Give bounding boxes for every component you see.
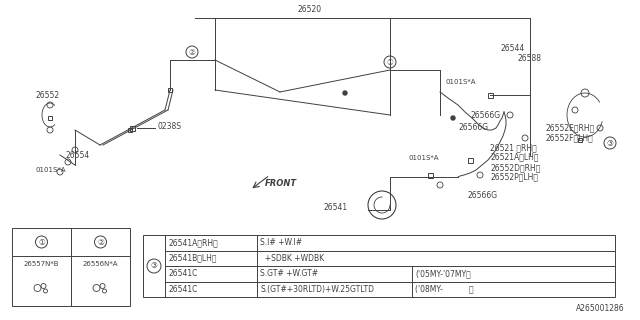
Text: 26541C: 26541C xyxy=(168,285,197,294)
Bar xyxy=(428,172,433,178)
Text: 26552E〈RH〉: 26552E〈RH〉 xyxy=(545,124,595,132)
Text: 26554: 26554 xyxy=(65,150,89,159)
Text: 26544: 26544 xyxy=(500,44,524,52)
Text: ③: ③ xyxy=(607,139,613,148)
Bar xyxy=(129,125,134,131)
Text: 0101S*A: 0101S*A xyxy=(408,155,438,161)
Text: 26541A〈RH〉: 26541A〈RH〉 xyxy=(168,238,218,247)
Bar xyxy=(12,228,130,306)
Text: ('05MY-'07MY〉: ('05MY-'07MY〉 xyxy=(415,269,471,278)
Text: 26552: 26552 xyxy=(35,91,59,100)
Bar xyxy=(48,116,52,120)
Text: 26552F〈LH〉: 26552F〈LH〉 xyxy=(545,133,593,142)
Text: ②: ② xyxy=(97,237,104,246)
Circle shape xyxy=(451,116,455,120)
Bar xyxy=(143,235,615,297)
Text: ('08MY-           〉: ('08MY- 〉 xyxy=(415,285,474,294)
Bar xyxy=(168,88,172,92)
Text: S.(GT#+30RLTD)+W.25GTLTD: S.(GT#+30RLTD)+W.25GTLTD xyxy=(260,285,374,294)
Text: 26541C: 26541C xyxy=(168,269,197,278)
Bar xyxy=(467,157,472,163)
Text: ③: ③ xyxy=(150,261,157,270)
Text: 26520: 26520 xyxy=(298,5,322,14)
Bar xyxy=(578,138,582,142)
Text: 0101S*A: 0101S*A xyxy=(35,167,65,173)
Text: S.GT# +W.GT#: S.GT# +W.GT# xyxy=(260,269,318,278)
Text: ①: ① xyxy=(38,237,45,246)
Text: ②: ② xyxy=(189,47,195,57)
Text: FRONT: FRONT xyxy=(265,179,297,188)
Text: 26521 〈RH〉: 26521 〈RH〉 xyxy=(490,143,537,153)
Text: 26588: 26588 xyxy=(517,53,541,62)
Text: 26552P〈LH〉: 26552P〈LH〉 xyxy=(490,172,538,181)
Bar xyxy=(128,128,132,132)
Text: A265001286: A265001286 xyxy=(577,304,625,313)
Text: 26566G: 26566G xyxy=(470,110,500,119)
Text: 26541B〈LH〉: 26541B〈LH〉 xyxy=(168,254,216,263)
Text: 26566G: 26566G xyxy=(467,190,497,199)
Text: ①: ① xyxy=(387,58,394,67)
Text: 26541: 26541 xyxy=(324,203,348,212)
Text: 26556N*A: 26556N*A xyxy=(83,261,118,267)
Text: +SDBK +WDBK: +SDBK +WDBK xyxy=(260,254,324,263)
Text: 26552D〈RH〉: 26552D〈RH〉 xyxy=(490,164,540,172)
Text: S.I# +W.I#: S.I# +W.I# xyxy=(260,238,302,247)
Text: 0101S*A: 0101S*A xyxy=(445,79,476,85)
Text: 0238S: 0238S xyxy=(157,122,181,131)
Bar xyxy=(488,92,493,98)
Circle shape xyxy=(343,91,347,95)
Text: 26557N*B: 26557N*B xyxy=(24,261,60,267)
Text: 26566G: 26566G xyxy=(458,123,488,132)
Text: 26521A〈LH〉: 26521A〈LH〉 xyxy=(490,153,538,162)
